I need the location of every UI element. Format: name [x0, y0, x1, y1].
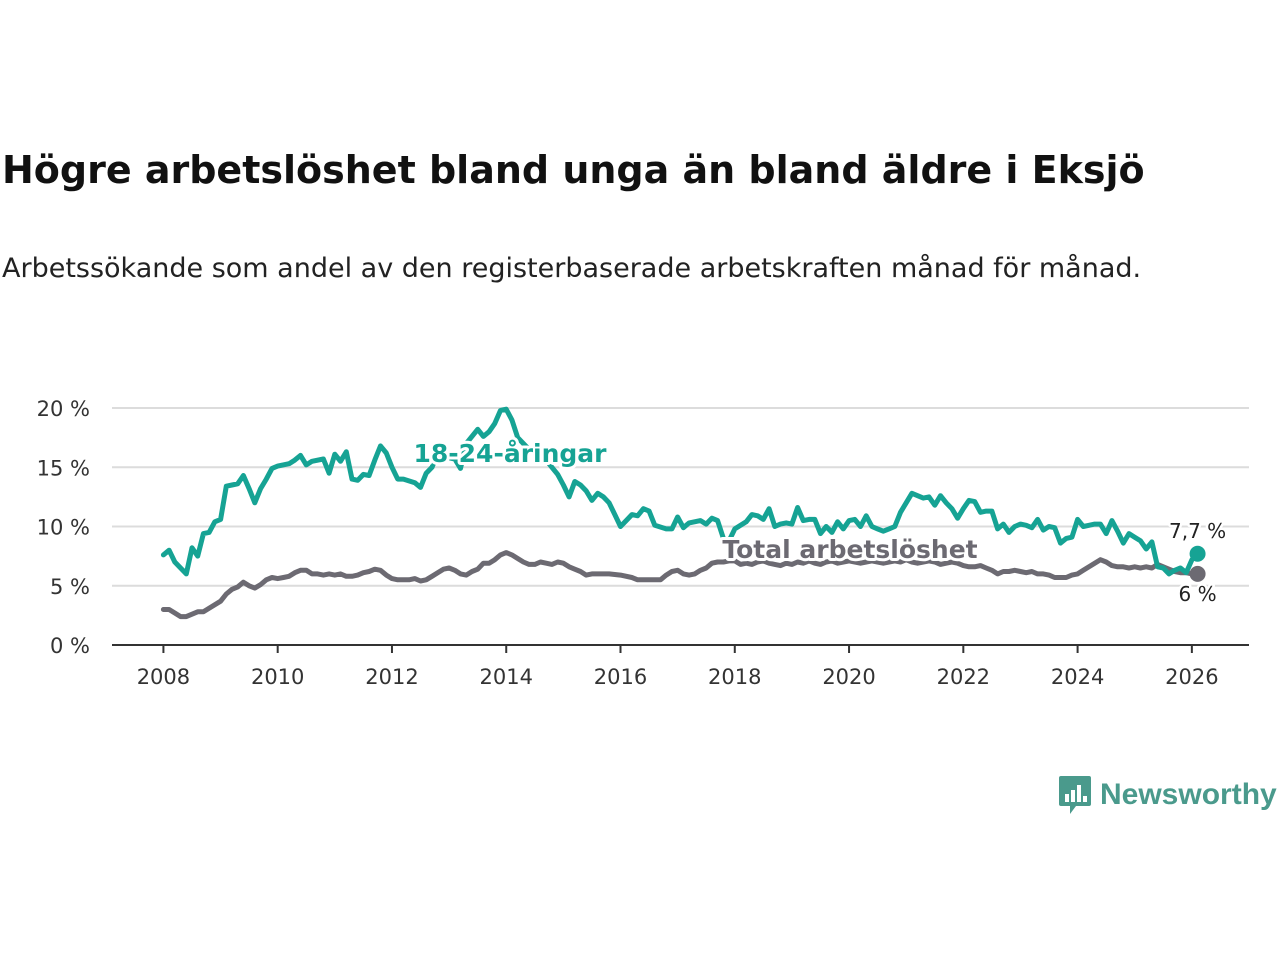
newsworthy-logo-icon [1059, 776, 1091, 814]
end-point-total [1189, 565, 1206, 582]
x-tick-label: 2010 [251, 665, 304, 689]
y-tick-label: 20 % [37, 397, 90, 421]
end-value-youth: 7,7 % [1169, 519, 1226, 543]
x-tick-label: 2022 [937, 665, 990, 689]
y-tick-label: 0 % [50, 634, 90, 658]
y-tick-label: 5 % [50, 575, 90, 599]
series-line-youth [160, 406, 1201, 577]
chart-title: Högre arbetslöshet bland unga än bland ä… [2, 148, 1145, 192]
axes: 0 % 5 % 10 % 15 % 20 % 2008 2010 2012 2014 2016 20… [37, 397, 1249, 689]
x-tick-label: 2012 [365, 665, 418, 689]
newsworthy-logo: Newsworthy [1058, 772, 1277, 818]
newsworthy-brand-name: Newsworthy [1100, 778, 1277, 811]
chart-subtitle: Arbetssökande som andel av den registerb… [2, 253, 1142, 284]
series-line-total [160, 550, 1201, 620]
grid-lines [112, 407, 1249, 587]
x-tick-label: 2008 [137, 665, 190, 689]
y-tick-label: 10 % [37, 516, 90, 540]
series-labels: 18-24-åringar Total arbetslöshet 7,7 % 6 % [411, 436, 1229, 608]
x-tick-label: 2024 [1051, 665, 1104, 689]
series-label-total: Total arbetslöshet [722, 535, 977, 564]
x-tick-label: 2020 [822, 665, 875, 689]
x-tick-label: 2026 [1165, 665, 1218, 689]
series-lines [160, 406, 1201, 620]
x-tick-label: 2018 [708, 665, 761, 689]
x-tick-label: 2014 [480, 665, 533, 689]
end-value-total: 6 % [1179, 582, 1217, 606]
x-tick-label: 2016 [594, 665, 647, 689]
end-point-youth [1189, 545, 1206, 562]
y-tick-label: 15 % [37, 456, 90, 480]
series-label-youth: 18-24-åringar [414, 439, 608, 468]
